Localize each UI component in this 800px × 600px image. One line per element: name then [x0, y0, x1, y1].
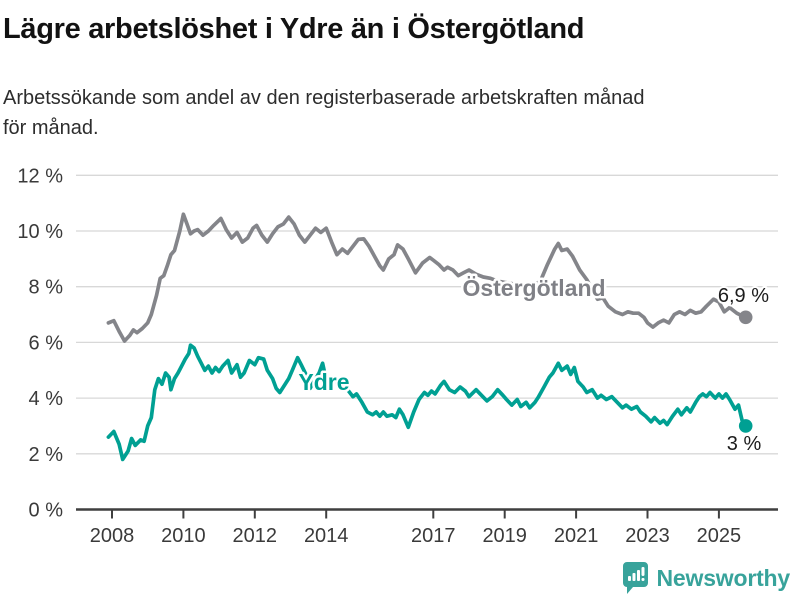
series-line-ostergotland — [106, 212, 748, 343]
y-tick-label: 10 % — [17, 221, 63, 243]
x-tick-label: 2025 — [697, 525, 742, 547]
y-tick-label: 8 % — [29, 277, 64, 299]
y-tick-label: 4 % — [29, 388, 64, 410]
series-line-ydre — [106, 343, 748, 462]
page-title: Lägre arbetslöshet i Ydre än i Östergötl… — [3, 13, 585, 45]
series-label-ydre: Ydre — [298, 369, 349, 395]
end-value-label-ostergotland: 6,9 % — [718, 285, 769, 307]
grid-and-axes: 0 % 2 % 4 % 6 % 8 % 10 % 12 % 2008 2010 2012 2014 2… — [17, 165, 778, 547]
series-lines — [106, 212, 753, 462]
x-tick-label: 2023 — [625, 525, 670, 547]
end-value-label-ydre: 3 % — [727, 433, 762, 455]
newsworthy-icon — [622, 562, 648, 594]
x-tick-label: 2010 — [161, 525, 206, 547]
x-tick-label: 2012 — [233, 525, 278, 547]
chart-subtitle: Arbetssökande som andel av den registerb… — [3, 87, 645, 139]
y-tick-label: 0 % — [29, 500, 64, 522]
newsworthy-wordmark: Newsworthy — [656, 564, 791, 591]
x-tick-label: 2008 — [90, 525, 135, 547]
y-tick-label: 6 % — [29, 332, 64, 354]
series-end-dot-ydre — [738, 419, 753, 433]
series-label-ostergotland: Östergötland — [462, 275, 605, 301]
x-tick-label: 2017 — [411, 525, 456, 547]
y-tick-label: 12 % — [17, 165, 63, 187]
x-tick-label: 2014 — [304, 525, 349, 547]
y-tick-label: 2 % — [29, 444, 64, 466]
newsworthy-logo: Newsworthy — [622, 561, 790, 595]
series-end-dot-ostergotland — [738, 310, 753, 325]
x-tick-label: 2021 — [554, 525, 599, 547]
x-tick-label: 2019 — [482, 525, 527, 547]
